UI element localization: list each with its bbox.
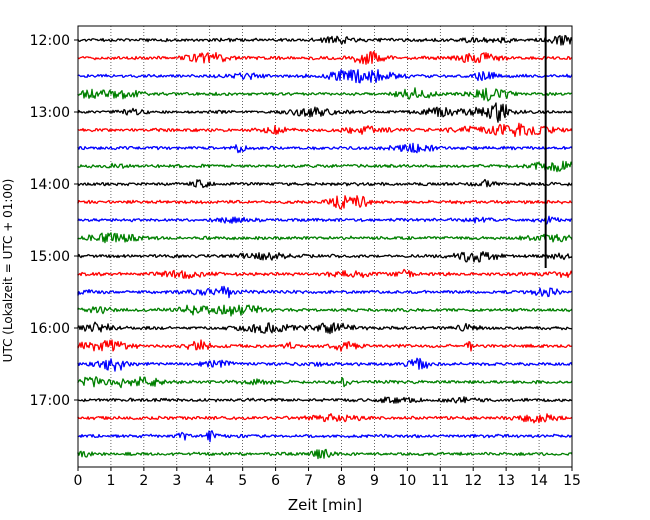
x-tick-label: 3 [172, 473, 181, 489]
x-tick-label: 9 [370, 473, 379, 489]
y-tick-label: 17:00 [30, 393, 70, 409]
x-axis-label: Zeit [min] [288, 496, 362, 514]
trace-line [77, 102, 573, 123]
trace-line [77, 251, 573, 263]
x-tick-label: 4 [205, 473, 214, 489]
x-tick-label: 11 [431, 473, 449, 489]
trace-line [77, 396, 573, 404]
trace-line [77, 142, 573, 154]
y-tick-label: 12:00 [30, 33, 70, 49]
grid-lines [110, 26, 540, 467]
y-axis-label: UTC (Lokalzeit = UTC + 01:00) [1, 179, 15, 363]
x-tick-label: 12 [464, 473, 482, 489]
trace-line [77, 50, 573, 65]
plot-frame [77, 25, 573, 468]
trace-line [77, 215, 573, 225]
x-tick-label: 13 [497, 473, 515, 489]
trace-line [77, 321, 573, 335]
y-tick-label: 13:00 [30, 105, 70, 121]
trace-line [77, 160, 573, 173]
x-tick-label: 14 [530, 473, 548, 489]
trace-line [77, 430, 573, 443]
trace-line [77, 122, 573, 138]
x-tick-label: 2 [139, 473, 148, 489]
trace-line [77, 178, 573, 189]
trace-line [77, 413, 573, 424]
seismic-traces [77, 34, 573, 460]
trace-line [77, 232, 573, 244]
y-axis-ticks: 12:00 13:00 14:00 15:00 16:00 17:00 [30, 33, 78, 409]
x-tick-label: 15 [563, 473, 581, 489]
y-tick-label: 14:00 [30, 177, 70, 193]
y-tick-label: 15:00 [30, 249, 70, 265]
x-axis-ticks: 0 1 2 3 4 5 6 7 8 9 10 11 12 13 14 15 [74, 467, 581, 489]
x-tick-label: 6 [271, 473, 280, 489]
trace-line [77, 357, 573, 372]
trace-line [77, 69, 573, 84]
trace-line [77, 304, 573, 317]
trace-line [77, 376, 573, 389]
x-tick-label: 0 [74, 473, 83, 489]
x-tick-label: 5 [238, 473, 247, 489]
x-tick-label: 10 [398, 473, 416, 489]
x-tick-label: 1 [106, 473, 115, 489]
trace-line [77, 268, 573, 280]
trace-line [77, 34, 573, 46]
trace-line [77, 195, 573, 210]
x-tick-label: 7 [304, 473, 313, 489]
trace-line [77, 339, 573, 352]
y-tick-label: 16:00 [30, 321, 70, 337]
trace-line [77, 285, 573, 299]
trace-line [77, 87, 573, 102]
trace-line [77, 448, 573, 460]
x-tick-label: 8 [337, 473, 346, 489]
